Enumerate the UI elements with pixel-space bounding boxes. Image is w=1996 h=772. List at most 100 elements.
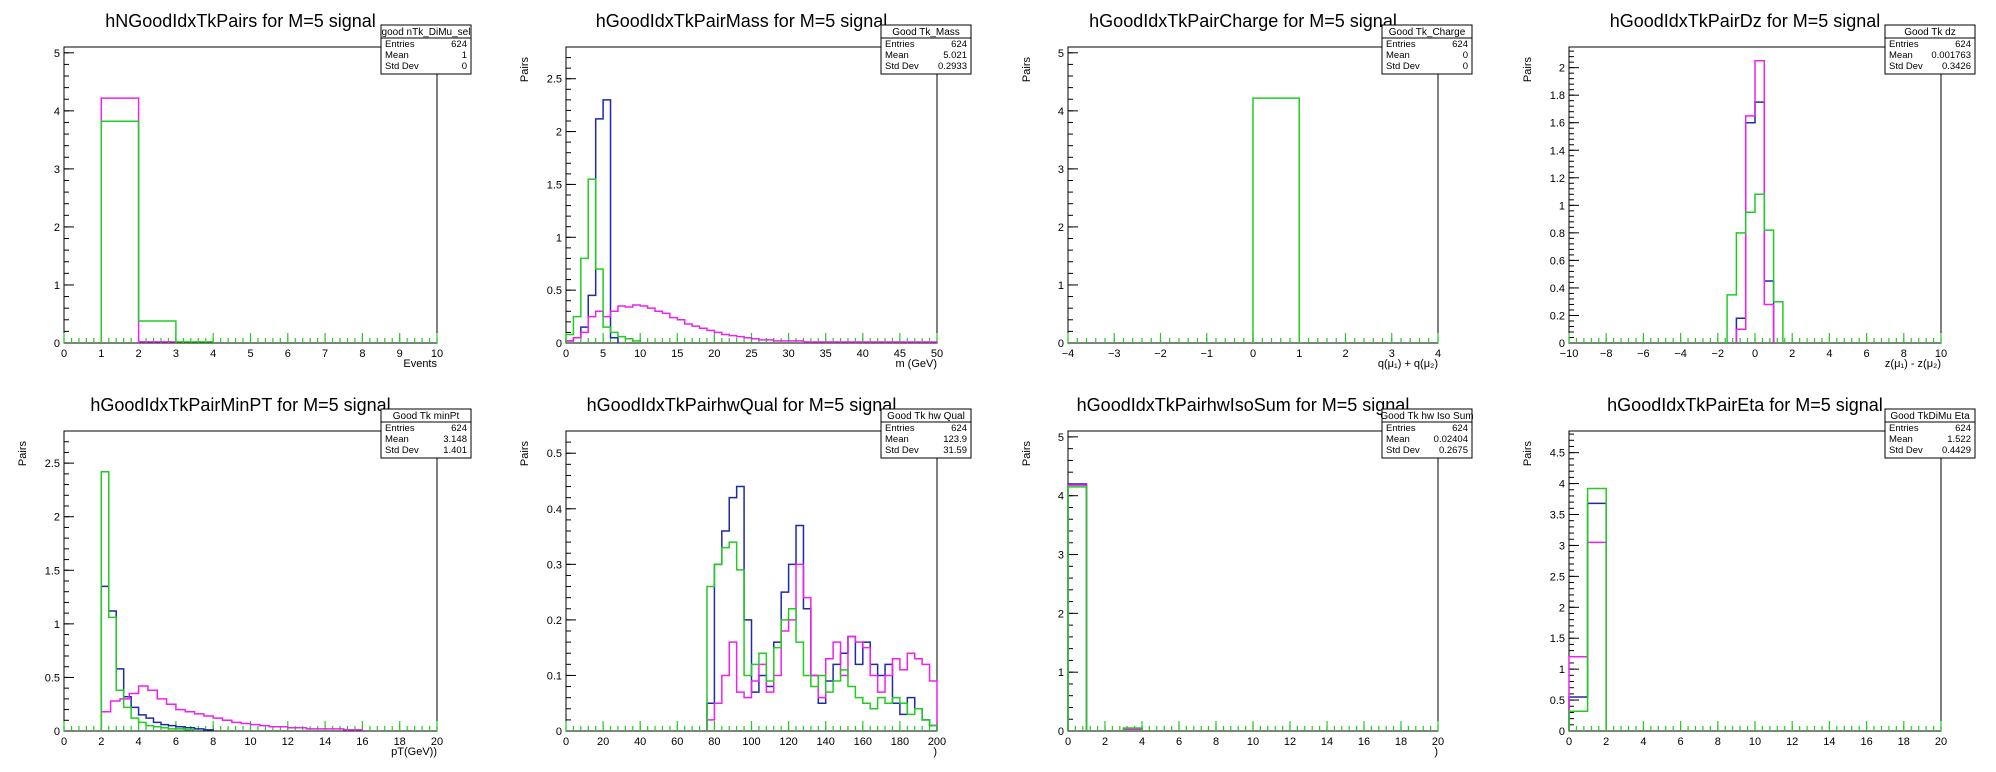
- x-tick-label: 6: [285, 348, 291, 360]
- y-tick-label: 1.5: [1550, 633, 1565, 645]
- x-tick-label: 180: [891, 736, 909, 748]
- x-tick-label: 0: [1065, 736, 1071, 748]
- x-tick-label: 0: [563, 348, 569, 360]
- y-tick-label: 5: [1058, 48, 1064, 60]
- x-tick-label: 6: [1678, 736, 1684, 748]
- y-tick-label: 0: [556, 338, 562, 350]
- stats-key: Entries: [1889, 39, 1919, 50]
- stats-value: 624: [451, 39, 467, 50]
- stats-key: Entries: [1386, 39, 1416, 50]
- y-tick-label: 1: [1559, 200, 1565, 212]
- histogram-panel-7: hGoodIdxTkPairhwIsoSum for M=5 signal012…: [1021, 395, 1474, 758]
- y-tick-label: 2.5: [547, 74, 562, 86]
- x-tick-label: 10: [1749, 736, 1761, 748]
- stats-key: Mean: [1386, 434, 1410, 445]
- histogram-series-blue: [100, 585, 214, 731]
- x-tick-label: 0: [1752, 348, 1758, 360]
- y-tick-label: 1.5: [45, 565, 60, 577]
- x-tick-label: 2: [1603, 736, 1609, 748]
- stats-box-name: Good Tk hw Qual: [887, 411, 965, 422]
- stats-value: 624: [951, 39, 967, 50]
- y-tick-label: 0: [1559, 726, 1565, 738]
- x-tick-label: 8: [359, 348, 365, 360]
- x-axis-label: Events: [403, 358, 437, 370]
- x-tick-label: 1: [1296, 348, 1302, 360]
- x-tick-label: 0: [61, 348, 67, 360]
- x-tick-label: 6: [1176, 736, 1182, 748]
- x-tick-label: 0: [1566, 736, 1572, 748]
- y-tick-label: 4: [1058, 491, 1064, 503]
- histogram-series-magenta: [1067, 484, 1143, 731]
- y-tick-label: 2: [556, 127, 562, 139]
- y-tick-label: 5: [54, 48, 60, 60]
- histogram-series-green: [100, 120, 214, 343]
- histogram-series-green: [706, 541, 938, 731]
- y-tick-label: 0.6: [1550, 255, 1565, 267]
- x-tick-label: 2: [98, 736, 104, 748]
- y-tick-label: 0.5: [547, 285, 562, 297]
- x-tick-label: 10: [431, 348, 443, 360]
- x-tick-label: 20: [1432, 736, 1444, 748]
- x-tick-label: 20: [431, 736, 443, 748]
- x-tick-label: −4: [1674, 348, 1687, 360]
- x-tick-label: 4: [210, 348, 216, 360]
- stats-key: Mean: [885, 50, 909, 61]
- stats-key: Mean: [1889, 50, 1913, 61]
- x-tick-label: 18: [1395, 736, 1407, 748]
- y-tick-label: 0.8: [1550, 228, 1565, 240]
- histogram-panel-8: hGoodIdxTkPairEta for M=5 signal 0 0.5 1 1.5…: [1522, 395, 1976, 748]
- stats-box-frame: [880, 24, 972, 75]
- y-tick-label: 0.5: [45, 672, 60, 684]
- stats-value: 123.9: [943, 434, 967, 445]
- x-tick-label: 2: [1342, 348, 1348, 360]
- y-tick-label: 1: [1058, 280, 1064, 292]
- y-tick-label: 4: [1559, 479, 1565, 491]
- x-tick-label: 14: [1321, 736, 1333, 748]
- y-tick-label: 4: [1058, 106, 1064, 118]
- x-tick-label: −4: [1062, 348, 1075, 360]
- x-axis-label: m (GeV): [895, 358, 937, 370]
- stats-value: 0: [1463, 50, 1468, 61]
- panel-title: hGoodIdxTkPairhwQual for M=5 signal: [587, 395, 897, 415]
- y-tick-label: 0: [1058, 726, 1064, 738]
- y-tick-label: 2: [54, 512, 60, 524]
- y-axis-label: Pairs: [519, 57, 531, 83]
- y-tick-label: 4.5: [1550, 448, 1565, 460]
- stats-key: Entries: [885, 423, 915, 434]
- x-tick-label: −10: [1560, 348, 1579, 360]
- x-tick-label: 4: [1139, 736, 1145, 748]
- x-tick-label: 140: [817, 736, 835, 748]
- stats-value: 624: [1955, 423, 1971, 434]
- histogram-series-blue: [1735, 101, 1775, 343]
- plot-frame: [1568, 430, 1942, 732]
- stats-box-name: Good Tk minPt: [393, 411, 460, 422]
- x-tick-label: 9: [397, 348, 403, 360]
- stats-key: Std Dev: [885, 445, 919, 456]
- y-tick-label: 0.5: [1550, 695, 1565, 707]
- x-axis-label: q(μ₁) + q(μ₂): [1378, 358, 1438, 370]
- y-tick-label: 2.5: [45, 458, 60, 470]
- stats-value: 1.401: [443, 445, 467, 456]
- stats-box-frame: [1381, 408, 1473, 459]
- y-tick-label: 0.3: [547, 559, 562, 571]
- y-tick-label: 0.4: [547, 504, 562, 516]
- x-tick-label: 5: [247, 348, 253, 360]
- y-tick-label: 0.2: [547, 615, 562, 627]
- stats-key: Std Dev: [385, 445, 419, 456]
- y-tick-label: 1.5: [547, 179, 562, 191]
- stats-box-name: Good Tk_Charge: [1389, 27, 1466, 38]
- x-tick-label: 8: [1901, 348, 1907, 360]
- panel-title: hGoodIdxTkPairDz for M=5 signal: [1610, 11, 1881, 31]
- plot-frame: [63, 46, 438, 344]
- x-tick-label: 2: [136, 348, 142, 360]
- x-tick-label: 20: [1935, 736, 1947, 748]
- stats-value: 31.59: [943, 445, 967, 456]
- stats-value: 0.2933: [938, 61, 967, 72]
- y-axis-label: Pairs: [17, 441, 29, 467]
- stats-key: Mean: [385, 50, 409, 61]
- y-tick-label: 3: [1058, 550, 1064, 562]
